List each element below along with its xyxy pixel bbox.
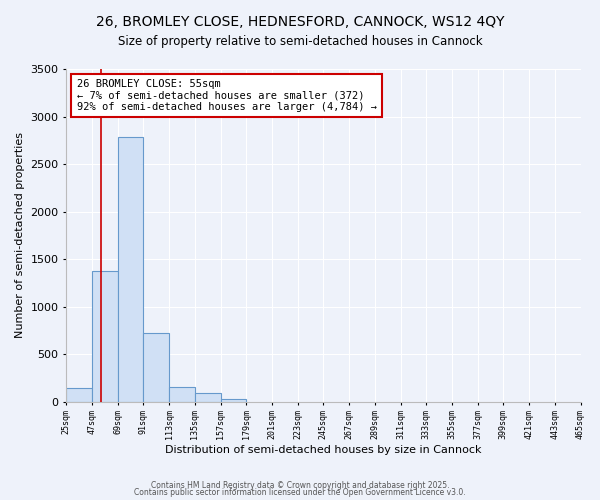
- Text: Contains HM Land Registry data © Crown copyright and database right 2025.: Contains HM Land Registry data © Crown c…: [151, 480, 449, 490]
- Text: 26, BROMLEY CLOSE, HEDNESFORD, CANNOCK, WS12 4QY: 26, BROMLEY CLOSE, HEDNESFORD, CANNOCK, …: [96, 15, 504, 29]
- Bar: [169, 386, 195, 402]
- Text: Contains public sector information licensed under the Open Government Licence v3: Contains public sector information licen…: [134, 488, 466, 497]
- Bar: [67, 388, 92, 402]
- Bar: [221, 399, 246, 402]
- Y-axis label: Number of semi-detached properties: Number of semi-detached properties: [15, 132, 25, 338]
- Text: Size of property relative to semi-detached houses in Cannock: Size of property relative to semi-detach…: [118, 35, 482, 48]
- Text: 26 BROMLEY CLOSE: 55sqm
← 7% of semi-detached houses are smaller (372)
92% of se: 26 BROMLEY CLOSE: 55sqm ← 7% of semi-det…: [77, 79, 377, 112]
- Bar: [143, 334, 169, 402]
- X-axis label: Distribution of semi-detached houses by size in Cannock: Distribution of semi-detached houses by …: [165, 445, 482, 455]
- Bar: [92, 270, 118, 402]
- Bar: [195, 393, 221, 402]
- Bar: [118, 138, 143, 402]
